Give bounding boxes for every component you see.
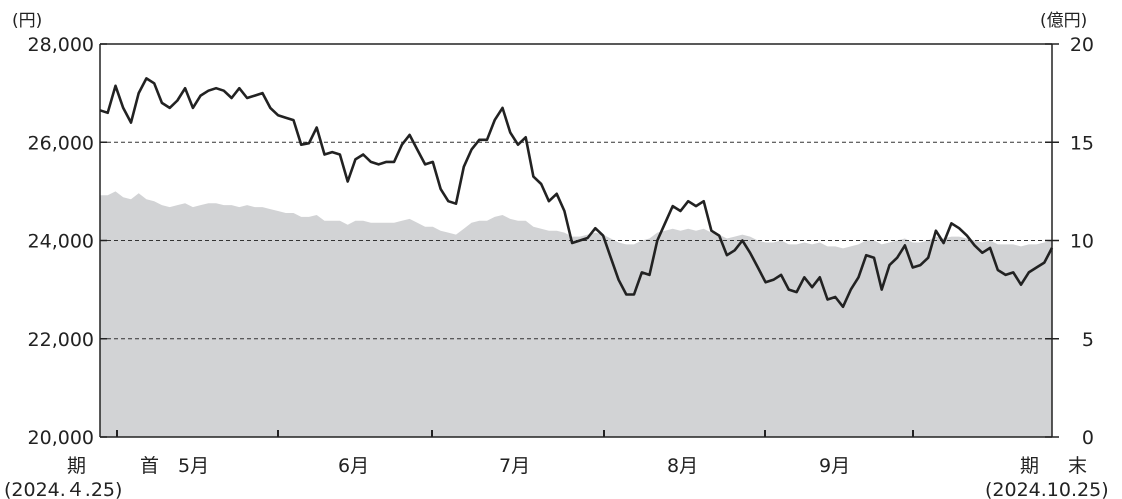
x-start-char-1: 期 bbox=[67, 455, 86, 477]
right-tick-label: 20 bbox=[1070, 34, 1094, 56]
left-tick-label: 22,000 bbox=[28, 329, 94, 351]
x-axis-ticks bbox=[116, 430, 914, 437]
left-tick-label: 26,000 bbox=[28, 132, 94, 154]
x-end-date: (2024.10.25) bbox=[985, 479, 1109, 499]
right-tick-label: 10 bbox=[1070, 231, 1094, 253]
x-month-june: 6月 bbox=[338, 455, 369, 477]
left-tick-label: 20,000 bbox=[28, 427, 94, 449]
left-tick-label: 28,000 bbox=[28, 34, 94, 56]
nav-price-line bbox=[99, 77, 1054, 309]
right-tick-label: 15 bbox=[1070, 132, 1094, 154]
x-month-may: 5月 bbox=[178, 455, 209, 477]
left-tick-label: 24,000 bbox=[28, 231, 94, 253]
x-start-char-2: 首 bbox=[140, 455, 159, 477]
x-month-sep: 9月 bbox=[819, 455, 850, 477]
x-start-date: (2024.４.25) bbox=[4, 479, 122, 499]
left-axis: 20,000 22,000 24,000 26,000 28,000 bbox=[28, 34, 107, 449]
x-month-july: 7月 bbox=[499, 455, 530, 477]
net-assets-area bbox=[100, 191, 1052, 437]
x-end-char-1: 期 bbox=[1020, 455, 1039, 477]
right-axis: 0 5 10 15 20 bbox=[1045, 34, 1094, 449]
right-tick-label: 5 bbox=[1082, 329, 1094, 351]
right-tick-label: 0 bbox=[1082, 427, 1094, 449]
right-unit-label: (億円) bbox=[1040, 11, 1087, 31]
x-end-char-2: 末 bbox=[1068, 455, 1087, 477]
x-month-aug: 8月 bbox=[667, 455, 698, 477]
net-assets-area-layer bbox=[100, 191, 1052, 437]
left-unit-label: (円) bbox=[12, 11, 42, 31]
price-line-layer bbox=[99, 77, 1054, 309]
